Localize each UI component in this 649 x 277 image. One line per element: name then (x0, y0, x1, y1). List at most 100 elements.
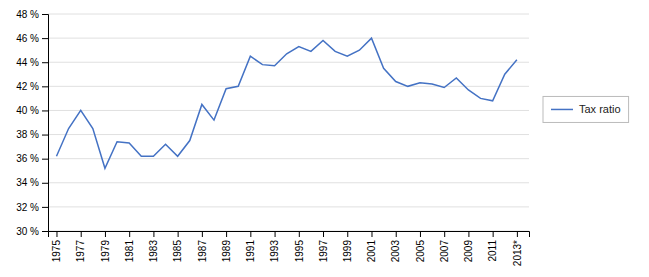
y-tick: 48 % (16, 9, 48, 20)
x-tick-label: 2007 (439, 240, 450, 263)
x-tick: 2013* (512, 231, 523, 266)
x-tick: 2007 (439, 231, 450, 262)
x-axis: 1975 1977 1979 1981 1983 1985 1987 1989 1991 1993… (49, 231, 530, 266)
x-tick-label: 1993 (269, 240, 280, 263)
x-tick-label: 2005 (415, 240, 426, 263)
x-tick-label: 1995 (293, 240, 304, 263)
grid-line (48, 38, 529, 39)
x-tick-mark (226, 231, 227, 237)
x-tick-mark (105, 231, 106, 237)
y-tick-label: 32 % (16, 202, 39, 213)
grid-line (48, 182, 529, 183)
x-tick-mark (299, 231, 300, 237)
x-tick: 1997 (318, 231, 329, 262)
x-tick-mark (178, 231, 179, 237)
y-tick: 34 % (16, 177, 48, 188)
x-tick: 1977 (75, 231, 86, 262)
x-tick: 1993 (269, 231, 280, 262)
grid-line (48, 134, 529, 135)
x-tick: 1991 (245, 231, 256, 262)
x-tick-mark (153, 231, 154, 237)
y-tick: 36 % (16, 153, 48, 164)
marks (56, 38, 516, 168)
x-tick-label: 2013* (512, 240, 523, 266)
y-tick-label: 46 % (16, 33, 39, 44)
x-tick: 2001 (366, 231, 377, 262)
y-tick-mark (42, 159, 48, 160)
x-tick-mark (396, 231, 397, 237)
x-tick-mark (517, 231, 518, 237)
y-tick-label: 38 % (16, 129, 39, 140)
y-tick-mark (42, 110, 48, 111)
legend: Tax ratio (543, 96, 629, 122)
x-tick: 1999 (342, 231, 353, 262)
y-tick: 42 % (16, 81, 48, 92)
y-tick-mark (42, 86, 48, 87)
x-tick-mark (250, 231, 251, 237)
x-tick-label: 1985 (172, 240, 183, 263)
x-tick: 2003 (390, 231, 401, 262)
legend-label: Tax ratio (579, 103, 621, 115)
y-tick: 40 % (16, 105, 48, 116)
grid-line (48, 86, 529, 87)
x-tick-mark (371, 231, 372, 237)
grid-line (48, 158, 529, 159)
x-tick: 1979 (100, 231, 111, 262)
grid-line (48, 206, 529, 207)
plot: 1975 1977 1979 1981 1983 1985 1987 1989 1991 1993… (16, 9, 529, 266)
x-tick-label: 1981 (124, 240, 135, 263)
y-tick-label: 44 % (16, 57, 39, 68)
x-tick-label: 1977 (75, 240, 86, 263)
y-tick-mark (42, 14, 48, 15)
x-tick: 1987 (197, 231, 208, 262)
grid-line (48, 110, 529, 111)
x-tick-mark (129, 231, 130, 237)
y-tick: 44 % (16, 57, 48, 68)
y-tick-mark (42, 183, 48, 184)
y-tick-mark (42, 135, 48, 136)
x-tick-mark (275, 231, 276, 237)
x-tick-label: 1987 (197, 240, 208, 263)
x-tick: 1981 (124, 231, 135, 262)
y-tick-mark (42, 231, 48, 232)
legend-frame (543, 96, 629, 122)
x-tick-mark (420, 231, 421, 237)
x-axis-line (49, 232, 530, 238)
x-tick-label: 1979 (100, 240, 111, 263)
chart: 1975 1977 1979 1981 1983 1985 1987 1989 1991 1993… (0, 0, 649, 277)
y-tick-label: 42 % (16, 81, 39, 92)
y-tick-label: 36 % (16, 153, 39, 164)
x-tick: 1975 (51, 231, 62, 262)
x-tick-mark (347, 231, 348, 237)
y-tick-mark (42, 38, 48, 39)
grid (48, 14, 529, 231)
x-tick: 1989 (221, 231, 232, 262)
grid-line (48, 14, 529, 15)
y-axis-line (42, 15, 49, 232)
x-tick: 1985 (172, 231, 183, 262)
y-tick: 46 % (16, 33, 48, 44)
x-tick-label: 2011 (487, 240, 498, 262)
x-tick-mark (323, 231, 324, 237)
x-tick-label: 1999 (342, 240, 353, 263)
x-tick-mark (444, 231, 445, 237)
x-tick-mark (202, 231, 203, 237)
x-tick-label: 2009 (463, 240, 474, 263)
x-tick-label: 1991 (245, 240, 256, 263)
x-tick-label: 1989 (221, 240, 232, 263)
x-tick-label: 1983 (148, 240, 159, 263)
y-tick: 38 % (16, 129, 48, 140)
y-tick-mark (42, 207, 48, 208)
y-tick: 30 % (16, 226, 48, 237)
y-tick-mark (42, 62, 48, 63)
x-tick: 2005 (415, 231, 426, 262)
legend-swatch (551, 109, 573, 111)
x-tick: 1983 (148, 231, 159, 262)
x-tick-mark (56, 231, 57, 237)
x-tick-mark (81, 231, 82, 237)
line (56, 38, 516, 168)
x-tick-label: 2003 (390, 240, 401, 263)
x-tick-label: 1997 (318, 240, 329, 263)
x-tick: 2009 (463, 231, 474, 262)
y-tick: 32 % (16, 202, 48, 213)
